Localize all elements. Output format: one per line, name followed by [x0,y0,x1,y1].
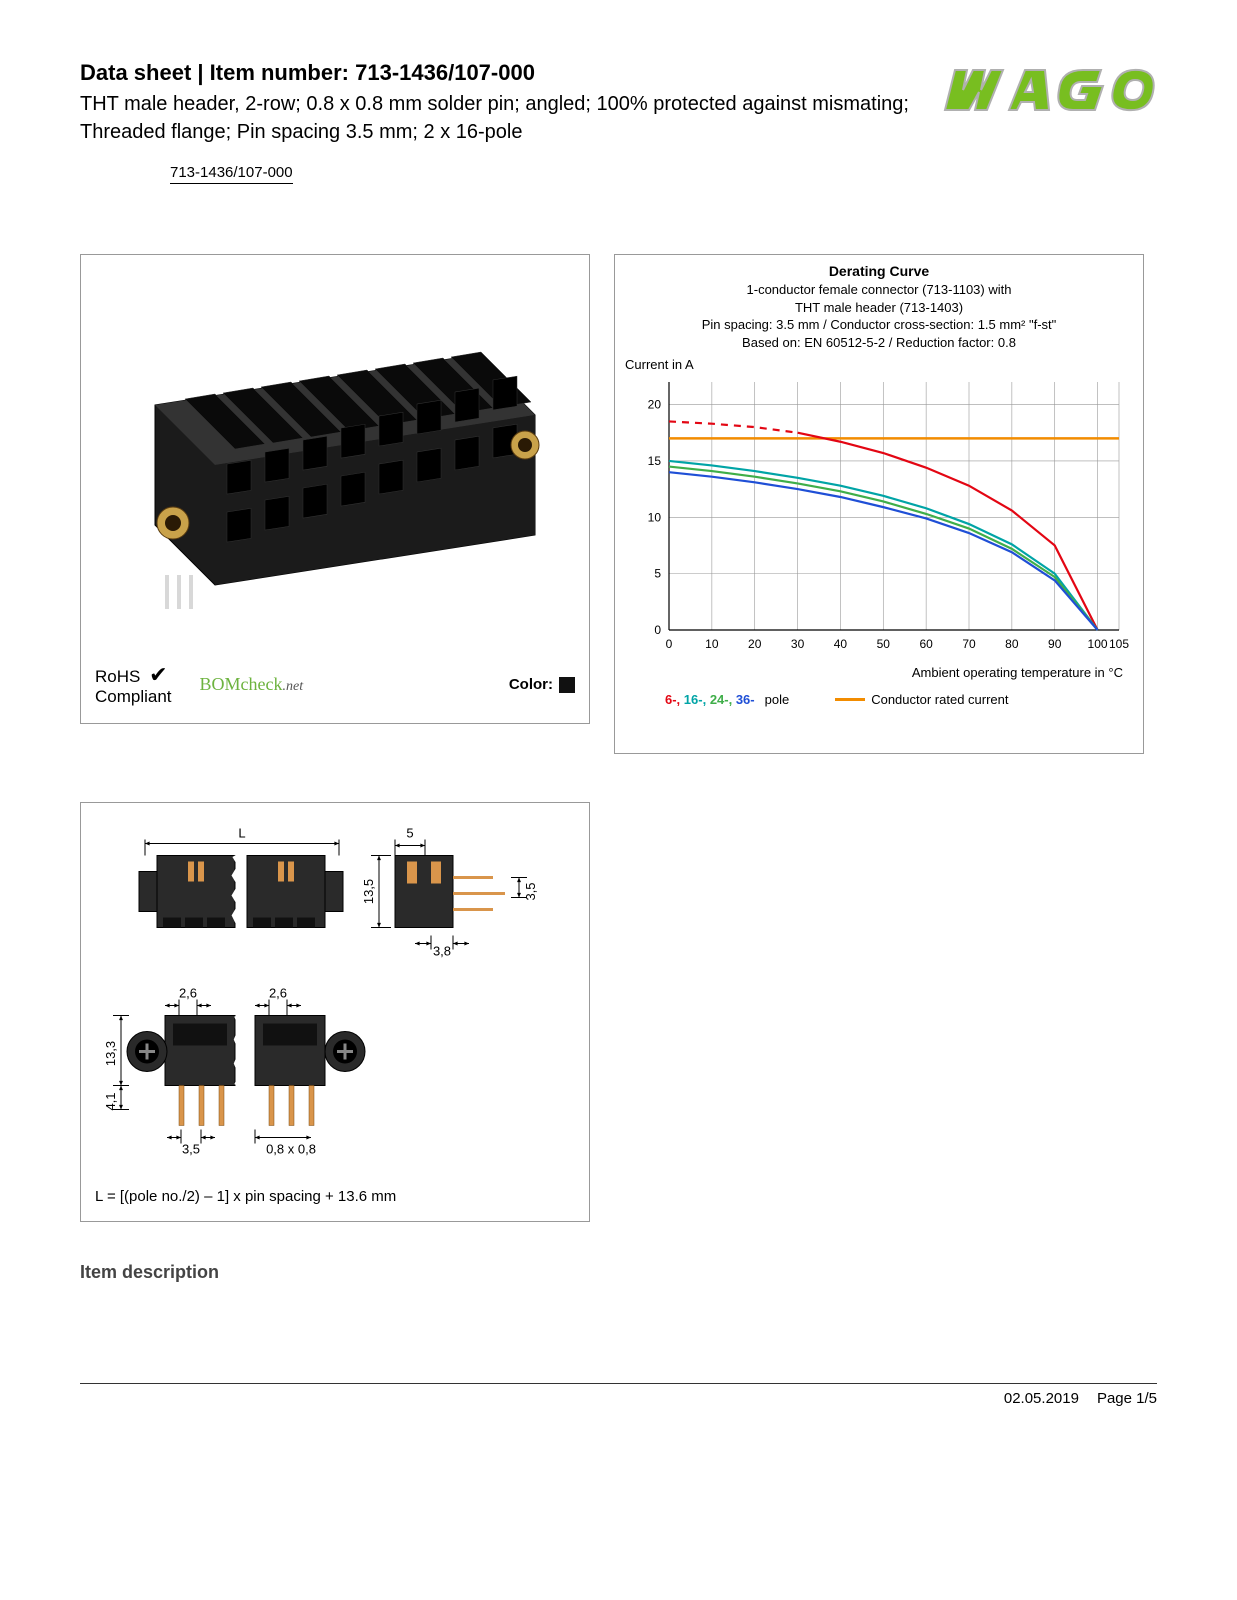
svg-text:4,1: 4,1 [103,1092,118,1110]
rohs-line1: RoHS [95,667,140,686]
header-text: Data sheet | Item number: 713-1436/107-0… [80,60,937,184]
legend-pole-suffix: pole [765,692,790,707]
title-prefix: Data sheet | Item number: [80,60,349,85]
chart-panel: Derating Curve 1-conductor female connec… [614,254,1144,754]
dimensions-drawing: L 5 13,5 3,5 3,8 2,6 2,6 13,3 4,1 3,5 0,8 x 0,8 [95,813,575,1178]
svg-text:5: 5 [654,567,661,581]
svg-text:60: 60 [919,637,933,651]
svg-text:0: 0 [654,623,661,637]
color-label: Color: [509,676,553,693]
svg-text:13,5: 13,5 [361,879,376,904]
svg-text:3,5: 3,5 [523,882,538,900]
bomcheck-badge: BOMcheck.net [200,674,304,695]
bomcheck-suffix: .net [283,679,304,694]
wago-logo [937,60,1157,120]
chart-legend: 6-, 16-, 24-, 36- pole Conductor rated c… [625,692,1133,707]
footer-date: 02.05.2019 [1004,1390,1079,1407]
chart-sub1: 1-conductor female connector (713-1103) … [625,281,1133,299]
item-number-chip: 713-1436/107-000 [170,162,293,184]
panels-row: RoHS ✔ Compliant BOMcheck.net Color: Der… [80,254,1157,1222]
legend-poles: 6-, 16-, 24-, 36- [665,692,755,707]
chart-sub: 1-conductor female connector (713-1103) … [625,281,1133,351]
svg-text:80: 80 [1005,637,1019,651]
svg-text:3,5: 3,5 [182,1142,200,1157]
svg-text:2,6: 2,6 [179,986,197,1001]
svg-text:0: 0 [666,637,673,651]
footer-page: Page 1/5 [1097,1390,1157,1407]
title-item-number: 713-1436/107-000 [355,60,535,85]
header: Data sheet | Item number: 713-1436/107-0… [80,60,1157,184]
subtitle: THT male header, 2-row; 0.8 x 0.8 mm sol… [80,90,937,146]
rohs-badge: RoHS ✔ Compliant [95,662,172,707]
product-panel: RoHS ✔ Compliant BOMcheck.net Color: [80,254,590,724]
svg-text:105: 105 [1109,637,1129,651]
page-footer: 02.05.2019 Page 1/5 [80,1383,1157,1407]
check-icon: ✔ [149,662,167,687]
svg-text:20: 20 [748,637,762,651]
svg-text:50: 50 [877,637,891,651]
rohs-line2: Compliant [95,687,172,706]
bomcheck-main: BOMcheck [200,674,283,694]
chart-title: Derating Curve [625,263,1133,279]
chart-sub3: Pin spacing: 3.5 mm / Conductor cross-se… [625,316,1133,334]
product-image [91,265,579,625]
svg-text:10: 10 [648,510,662,524]
chart-sub4: Based on: EN 60512-5-2 / Reduction facto… [625,334,1133,352]
y-axis-label: Current in A [625,357,1133,372]
svg-text:40: 40 [834,637,848,651]
svg-text:3,8: 3,8 [433,944,451,959]
svg-text:2,6: 2,6 [269,986,287,1001]
svg-text:20: 20 [648,398,662,412]
chart-area: 0 10 20 30 40 50 60 70 80 90 100105 5 10 15 20 0 [625,376,1133,661]
svg-text:15: 15 [648,454,662,468]
svg-text:10: 10 [705,637,719,651]
item-description-heading: Item description [80,1262,1157,1283]
svg-text:5: 5 [406,826,413,841]
dimensions-panel: L 5 13,5 3,5 3,8 2,6 2,6 13,3 4,1 3,5 0,8 x 0,8 L … [80,802,590,1222]
derating-chart: 0 10 20 30 40 50 60 70 80 90 100105 5 10 15 20 0 [625,376,1135,656]
svg-text:90: 90 [1048,637,1062,651]
svg-text:L: L [238,826,245,841]
title-line: Data sheet | Item number: 713-1436/107-0… [80,60,937,86]
dims-formula: L = [(pole no./2) – 1] x pin spacing + 1… [95,1188,575,1205]
chart-sub2: THT male header (713-1403) [625,299,1133,317]
svg-text:0,8 x 0,8: 0,8 x 0,8 [266,1142,316,1157]
legend-rated-label: Conductor rated current [871,692,1008,707]
x-axis-label: Ambient operating temperature in °C [625,665,1133,680]
svg-text:30: 30 [791,637,805,651]
compliance-row: RoHS ✔ Compliant BOMcheck.net Color: [95,662,575,707]
color-swatch [559,677,575,693]
svg-text:100: 100 [1088,637,1108,651]
color-label-group: Color: [509,676,575,693]
svg-text:70: 70 [962,637,976,651]
svg-text:13,3: 13,3 [103,1041,118,1066]
legend-rated-swatch [835,698,865,701]
